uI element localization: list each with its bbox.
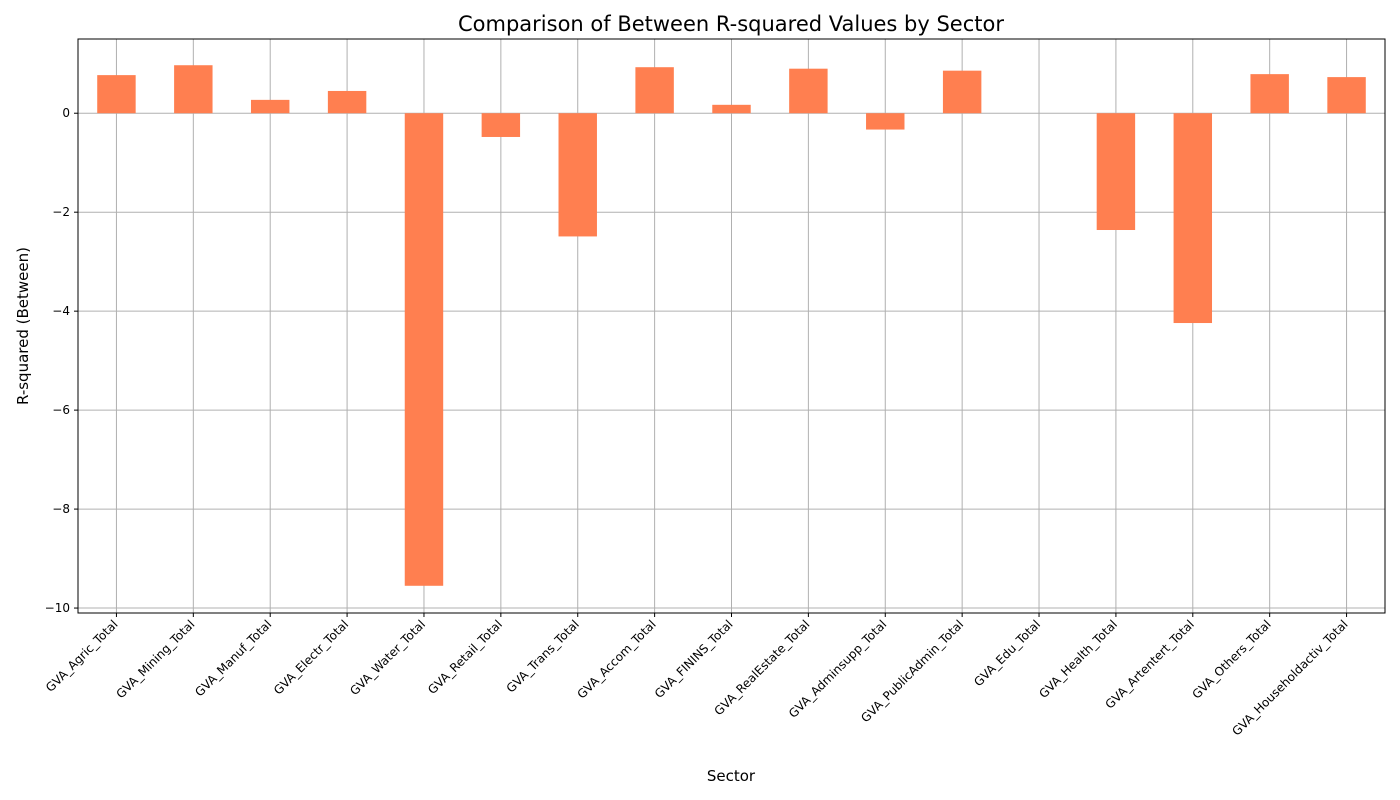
chart-title: Comparison of Between R-squared Values b… xyxy=(458,12,1004,36)
y-tick-label: 0 xyxy=(62,106,70,120)
x-tick-label: GVA_Others_Total xyxy=(1189,617,1273,701)
y-tick-label: −4 xyxy=(52,304,70,318)
x-tick-label: GVA_Retail_Total xyxy=(425,617,505,697)
bar xyxy=(1327,77,1366,114)
x-tick-label: GVA_Mining_Total xyxy=(113,617,197,701)
x-tick-label: GVA_Health_Total xyxy=(1036,617,1120,701)
bars xyxy=(97,65,1366,586)
bar xyxy=(174,65,213,114)
x-tick-label: GVA_Agric_Total xyxy=(43,617,121,695)
bar xyxy=(866,113,905,130)
bar xyxy=(481,113,521,137)
bar xyxy=(942,70,982,114)
bar xyxy=(712,104,751,114)
bar xyxy=(97,75,136,114)
bar xyxy=(327,90,367,114)
bar xyxy=(404,113,444,586)
y-axis-ticks: 0 −2 −4 −6 −8 −10 xyxy=(45,106,78,615)
x-tick-label: GVA_Edu_Total xyxy=(971,617,1043,689)
y-tick-label: −8 xyxy=(52,502,70,516)
x-tick-label: GVA_Artentert_Total xyxy=(1102,617,1196,711)
bar xyxy=(250,99,290,114)
x-axis-ticks: GVA_Agric_TotalGVA_Mining_TotalGVA_Manuf… xyxy=(43,613,1351,739)
y-axis-label: R-squared (Between) xyxy=(14,247,32,405)
bar xyxy=(635,67,674,114)
x-tick-label: GVA_Manuf_Total xyxy=(192,617,274,699)
y-tick-label: −10 xyxy=(45,601,70,615)
x-axis-label: Sector xyxy=(707,767,756,785)
x-tick-label: GVA_FININS_Total xyxy=(652,617,736,701)
x-tick-label: GVA_Trans_Total xyxy=(504,617,582,695)
bar xyxy=(1250,74,1289,114)
bar xyxy=(1173,113,1213,324)
x-tick-label: GVA_Electr_Total xyxy=(271,617,351,697)
bar xyxy=(789,68,828,114)
bar xyxy=(1096,113,1136,231)
y-tick-label: −6 xyxy=(52,403,70,417)
x-tick-label: GVA_Accom_Total xyxy=(574,617,658,701)
bar xyxy=(558,113,597,237)
x-tick-label: GVA_Water_Total xyxy=(347,617,428,698)
y-tick-label: −2 xyxy=(52,205,70,219)
